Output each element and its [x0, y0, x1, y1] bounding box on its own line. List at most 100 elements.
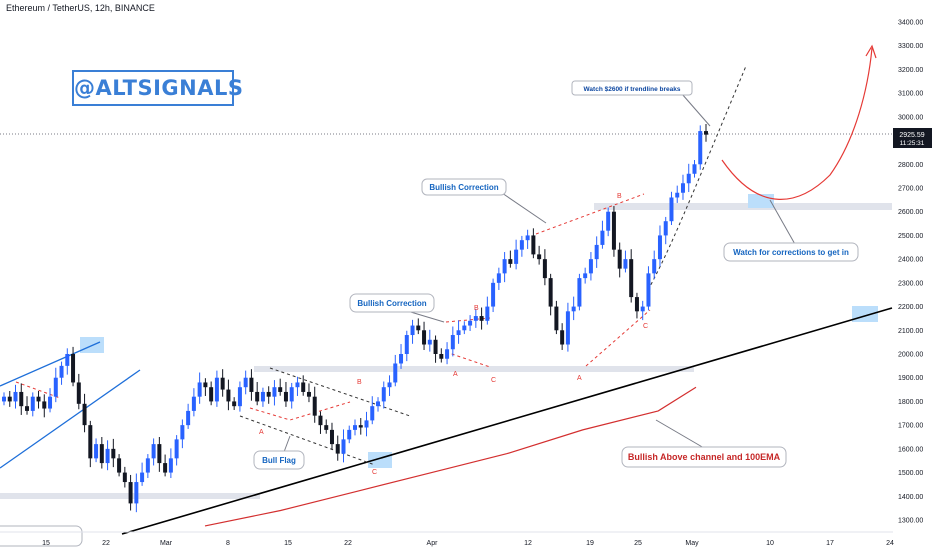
candle-down [111, 448, 116, 459]
candle-up [289, 387, 294, 402]
candle-up [168, 458, 173, 473]
wave-label-corr1-b: B [474, 305, 479, 312]
y-tick-label: 1700.00 [898, 423, 923, 430]
candle-up [243, 377, 248, 388]
candle-up [387, 382, 392, 388]
wave-label-corr2-a: A [577, 375, 582, 382]
candle-up [174, 439, 179, 459]
candle-up [686, 173, 691, 184]
candle-up [13, 391, 18, 402]
candle-up [145, 458, 150, 473]
y-tick-label: 2300.00 [898, 280, 923, 287]
candle-up [652, 259, 657, 274]
candle-up [353, 425, 357, 430]
x-tick-label: 22 [344, 540, 352, 547]
candle-up [427, 339, 432, 345]
candle-down [542, 259, 547, 279]
candle-up [502, 259, 507, 274]
candle-up [646, 273, 651, 307]
candle-down [209, 387, 214, 402]
candle-up [640, 306, 645, 312]
candle-down [82, 403, 87, 426]
candle-up [48, 396, 53, 409]
main-trendline[interactable] [121, 307, 893, 535]
channel-lower-line [0, 369, 141, 469]
candle-up [577, 278, 582, 307]
candle-up [214, 377, 219, 402]
callout-bull-flag-box[interactable] [253, 450, 305, 470]
candle-up [468, 320, 473, 326]
candle-down [554, 306, 559, 331]
callout-bullish-correction-2-box[interactable] [349, 293, 435, 313]
candle-up [669, 197, 674, 222]
price-axis [893, 0, 932, 532]
candle-up [295, 382, 300, 388]
candle-down [203, 382, 208, 388]
candle-up [2, 396, 6, 402]
candle-up [370, 406, 375, 421]
candle-up [186, 410, 191, 426]
candle-up [180, 425, 185, 440]
candle-up [105, 448, 110, 464]
y-tick-label: 1300.00 [898, 518, 923, 525]
candle-up [657, 235, 662, 260]
candle-down [266, 391, 271, 397]
y-tick-label: 2400.00 [898, 257, 923, 264]
callout-above-channel-box[interactable] [621, 446, 787, 468]
candle-up [692, 164, 697, 174]
candle-down [548, 278, 553, 307]
candle-up [381, 387, 386, 402]
candle-up [485, 306, 490, 321]
wave-label-corr1-c: C [491, 377, 496, 384]
candle-up [272, 387, 277, 397]
candle-up [675, 192, 680, 198]
candle-down [537, 254, 542, 260]
annotation-connectors [283, 93, 797, 453]
callout-corrections-box[interactable] [723, 242, 859, 262]
x-tick-label: 10 [766, 540, 774, 547]
y-tick-label: 2700.00 [898, 186, 923, 193]
candle-down [88, 425, 93, 459]
candle-down [99, 444, 104, 464]
y-tick-label: 2500.00 [898, 233, 923, 240]
ema-100-line [204, 386, 697, 527]
candle-up [364, 420, 369, 428]
candle-down [36, 396, 41, 402]
support-zone-1900 [254, 366, 694, 372]
candle-up [399, 354, 404, 364]
candle-up [393, 363, 398, 383]
candle-up [473, 316, 478, 321]
candle-down [335, 444, 340, 454]
y-tick-label: 1600.00 [898, 446, 923, 453]
x-tick-label: 22 [102, 540, 110, 547]
wave-label-flag-b: B [357, 379, 362, 386]
candle-down [25, 406, 30, 411]
candle-up [525, 235, 530, 241]
channel-upper-line [0, 341, 101, 387]
wave-label-corr1-a: A [453, 371, 458, 378]
last-price-value: 2925.59 [899, 132, 924, 139]
candle-down [704, 131, 708, 135]
support-zone-2600 [594, 203, 892, 210]
candle-down [128, 482, 133, 504]
candle-down [278, 387, 283, 392]
candle-up [583, 273, 588, 279]
candle-down [117, 458, 122, 473]
callout-watch-2600-box[interactable] [571, 80, 693, 96]
candle-up [680, 183, 685, 193]
candle-up [462, 325, 467, 331]
y-tick-label: 1400.00 [898, 494, 923, 501]
candle-up [347, 429, 352, 440]
candle-up [260, 391, 265, 402]
candle-down [76, 382, 81, 404]
candles-group [2, 123, 708, 513]
x-tick-label: 8 [226, 540, 230, 547]
candle-down [220, 377, 225, 390]
callout-bullish-correction-1-box[interactable] [421, 178, 507, 196]
x-tick-label: 15 [42, 540, 50, 547]
candle-down [611, 211, 616, 250]
symbol-header: Ethereum / TetherUS, 12h, BINANCE [6, 3, 155, 13]
candle-down [560, 330, 565, 345]
y-tick-label: 2600.00 [898, 209, 923, 216]
projection-arrow [721, 47, 873, 200]
